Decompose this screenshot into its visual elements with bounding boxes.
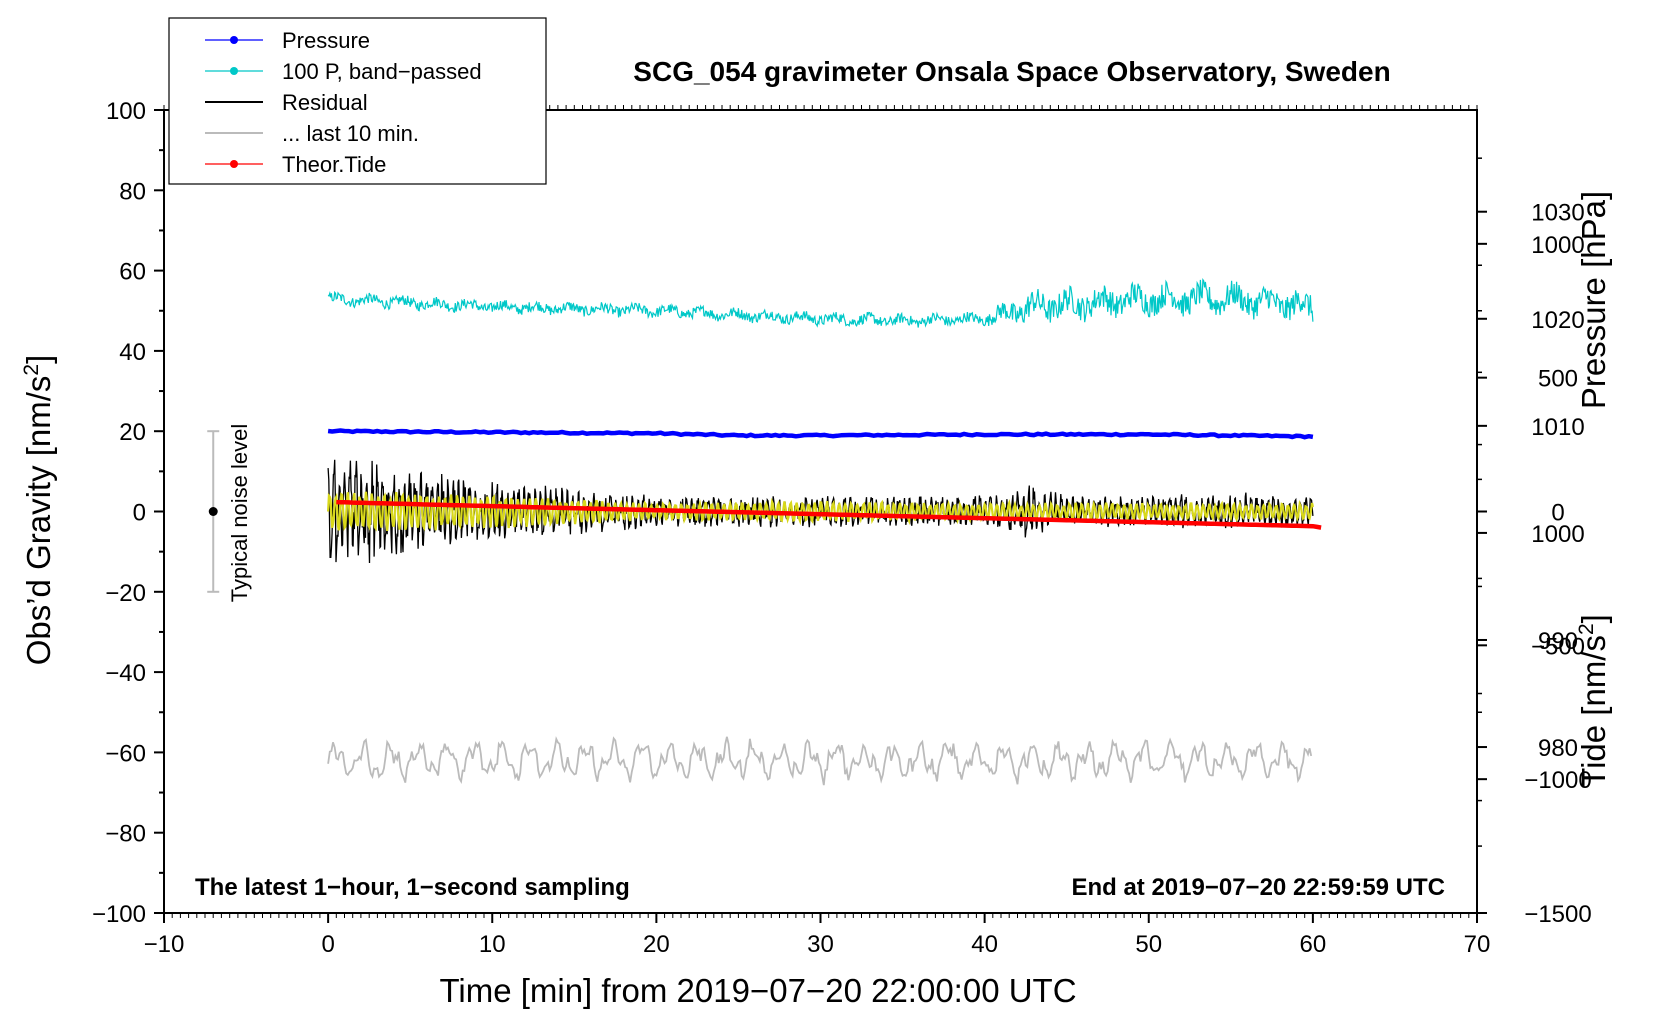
y-tick-label: −80 xyxy=(105,821,146,848)
pressure-axis-title: Pressure [hPa] xyxy=(1575,191,1612,409)
legend-marker xyxy=(230,67,238,75)
x-axis-title: Time [min] from 2019−07−20 22:00:00 UTC xyxy=(439,972,1076,1009)
y-axis-title-end: ] xyxy=(20,355,57,364)
legend-label: ... last 10 min. xyxy=(282,121,419,146)
y-tick-label: −100 xyxy=(92,901,146,928)
legend: Pressure 100 P, band−passed Residual ... la… xyxy=(168,17,547,185)
tide-axis-title: Tide [nm/s2] xyxy=(1575,614,1612,788)
noise-level-label: Typical noise level xyxy=(227,424,252,603)
x-tick-label: 50 xyxy=(1135,931,1162,958)
legend-label: Theor.Tide xyxy=(282,152,386,177)
tide-axis-title-text: Tide [nm/s xyxy=(1575,635,1612,788)
y-tick-label: 100 xyxy=(106,98,146,125)
series-line-theor-tide xyxy=(336,499,1322,530)
x-tick-label: −10 xyxy=(144,931,185,958)
tide-tick-label: 0 xyxy=(1551,500,1564,527)
series-line-last-10-min xyxy=(327,736,1313,786)
y-tick-label: −20 xyxy=(105,580,146,607)
tide-tick-label: −1000 xyxy=(1524,767,1591,794)
pressure-tick-label: 990 xyxy=(1538,628,1578,655)
x-minor-ticks xyxy=(163,105,1478,918)
tide-tick-label: 500 xyxy=(1538,366,1578,393)
x-tick-label: 10 xyxy=(479,931,506,958)
y-tick-label: 20 xyxy=(119,419,146,446)
series-line-pressure xyxy=(327,428,1314,440)
tide-axis-title-end: ] xyxy=(1575,614,1612,623)
noise-bar-center-dot xyxy=(208,507,218,516)
y-tick-label: 40 xyxy=(119,339,146,366)
pressure-tick-label: 1030 xyxy=(1531,200,1584,227)
axes-layer: −10 0 10 20 30 40 50 60 70−100−80−60−40−20020406… xyxy=(92,98,1592,958)
tide-tick-label: 1000 xyxy=(1531,232,1584,259)
legend-marker xyxy=(230,160,238,168)
y-tick-label: 0 xyxy=(133,500,146,527)
chart-title: SCG_054 gravimeter Onsala Space Observat… xyxy=(633,56,1390,87)
series-layer xyxy=(327,278,1322,786)
tide-axis-title-sup: 2 xyxy=(1575,623,1598,635)
x-tick-label: 60 xyxy=(1300,931,1327,958)
tide-tick-label: −1500 xyxy=(1524,901,1591,928)
pressure-tick-label: 1020 xyxy=(1531,307,1584,334)
pressure-tick-label: 980 xyxy=(1538,735,1578,762)
y-tick-label: 60 xyxy=(119,259,146,286)
note-left: The latest 1−hour, 1−second sampling xyxy=(195,874,630,901)
y-tick-label: 80 xyxy=(119,178,146,205)
pressure-tick-label: 1000 xyxy=(1531,521,1584,548)
y-axis-title-sup: 2 xyxy=(20,364,43,376)
tide-tick-label: −500 xyxy=(1531,633,1585,660)
legend-label: Residual xyxy=(282,90,368,115)
x-tick-label: 20 xyxy=(643,931,670,958)
x-tick-label: 30 xyxy=(807,931,834,958)
legend-label: 100 P, band−passed xyxy=(282,59,482,84)
x-tick-label: 0 xyxy=(321,931,334,958)
y-axis-title: Obs’d Gravity [nm/s2] xyxy=(20,355,57,666)
series-line-band-passed xyxy=(327,278,1314,328)
y-axis-title-text: Obs’d Gravity [nm/s xyxy=(20,376,57,666)
y-tick-label: −40 xyxy=(105,660,146,687)
x-tick-label: 70 xyxy=(1464,931,1491,958)
pressure-tick-label: 1010 xyxy=(1531,414,1584,441)
series-line-smoothed xyxy=(327,491,1314,532)
note-right: End at 2019−07−20 22:59:59 UTC xyxy=(1071,874,1445,901)
x-tick-label: 40 xyxy=(971,931,998,958)
y-tick-label: −60 xyxy=(105,740,146,767)
noise-level-indicator xyxy=(207,430,220,593)
legend-marker xyxy=(230,36,238,44)
legend-label: Pressure xyxy=(282,28,370,53)
